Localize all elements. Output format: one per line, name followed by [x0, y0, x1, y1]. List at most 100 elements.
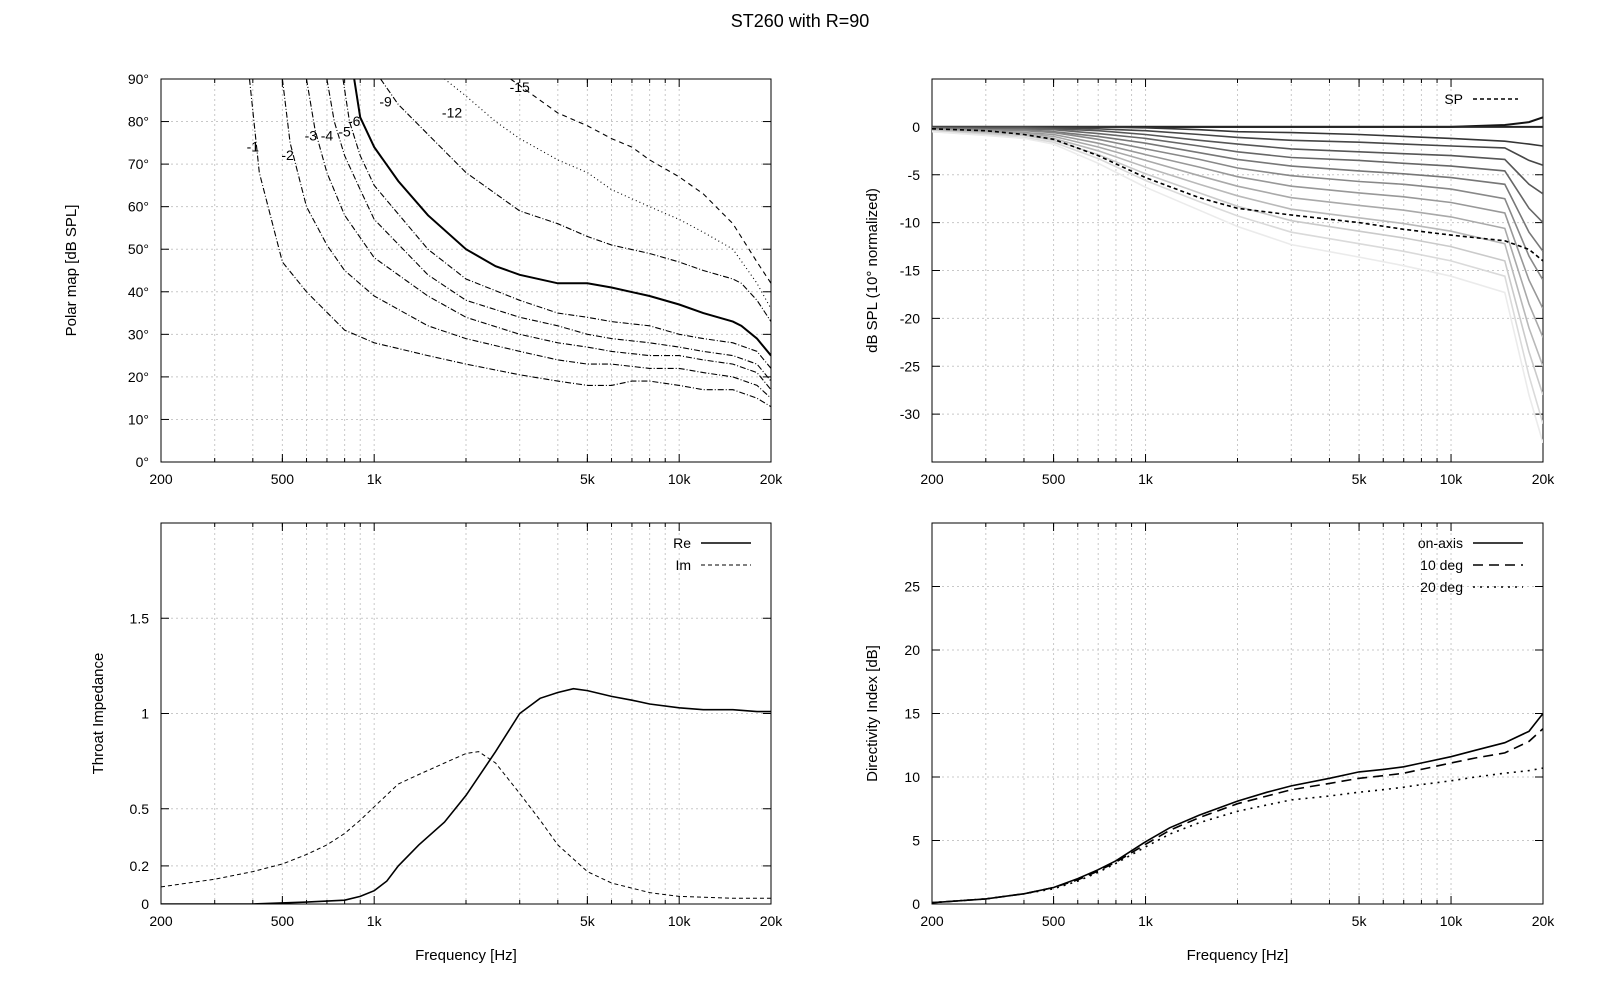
- contour-line: [326, 79, 771, 382]
- contour-label: -15: [510, 79, 530, 95]
- y-tick-label: 5: [912, 833, 920, 849]
- x-tick-label: 1k: [1138, 471, 1154, 487]
- x-tick-label: 500: [271, 471, 295, 487]
- y-tick-label: 0.2: [130, 858, 150, 874]
- contour-label: -6: [348, 113, 361, 129]
- y-tick-label: 15: [904, 706, 920, 722]
- y-axis-label: dB SPL (10° normalized): [864, 188, 881, 353]
- directivity-line: [932, 767, 1543, 904]
- angle-response-line: [932, 130, 1543, 444]
- x-tick-label: 10k: [668, 471, 692, 487]
- x-tick-label: 1k: [367, 913, 383, 929]
- impedance-line: [161, 687, 771, 904]
- figure-title: ST260 with R=90: [731, 11, 870, 31]
- angle-response-line: [932, 129, 1543, 396]
- y-tick-label: 60°: [128, 199, 149, 215]
- x-tick-label: 500: [1042, 913, 1066, 929]
- angle-response-line: [932, 128, 1543, 338]
- x-tick-label: 5k: [580, 913, 596, 929]
- x-tick-label: 200: [920, 913, 944, 929]
- y-tick-label: 50°: [128, 241, 149, 257]
- impedance-line: [161, 751, 771, 899]
- y-tick-label: 80°: [128, 114, 149, 130]
- x-tick-label: 10k: [668, 913, 692, 929]
- contour-line: [248, 79, 771, 408]
- directivity-line: [932, 728, 1543, 904]
- legend-label: on-axis: [1418, 535, 1463, 551]
- angle-response-line: [932, 126, 1543, 166]
- y-tick-label: 0°: [136, 454, 149, 470]
- angle-response-line: [932, 128, 1543, 281]
- x-tick-label: 1k: [1138, 913, 1154, 929]
- x-tick-label: 200: [149, 471, 173, 487]
- y-tick-label: 40°: [128, 284, 149, 300]
- y-tick-label: 70°: [128, 156, 149, 172]
- x-tick-label: 500: [271, 913, 295, 929]
- legend-label: 20 deg: [1420, 579, 1463, 595]
- y-tick-label: -20: [900, 310, 920, 326]
- contour-label: -12: [442, 104, 462, 120]
- x-tick-label: 5k: [1352, 471, 1368, 487]
- contour-line: [281, 79, 771, 399]
- panel-spl: 200 500 1k 5k 10k 20k 0 -5 -10 -15 -20 -25 -30 dB SPL…: [864, 78, 1556, 487]
- y-tick-label: 0: [912, 896, 920, 912]
- angle-response-line: [932, 130, 1543, 424]
- contour-label: -4: [321, 128, 334, 144]
- contour-label: -9: [379, 94, 392, 110]
- x-tick-label: 20k: [760, 913, 784, 929]
- sound-power-line: [932, 128, 1543, 262]
- contour-line: [353, 79, 771, 357]
- y-tick-label: 0.5: [130, 801, 150, 817]
- plots-group: 200 500 1k 5k 10k 20k0°10°20°30°40°50°60°70°8…: [63, 71, 1555, 964]
- y-tick-label: 10: [904, 769, 920, 785]
- y-tick-label: 90°: [128, 71, 149, 87]
- panel-polar: 200 500 1k 5k 10k 20k 0° 10° 20° 30° 40° 50° 60° 70° 8…: [63, 71, 783, 487]
- y-tick-label: 1: [141, 706, 149, 722]
- legend-label: Re: [673, 535, 691, 551]
- y-axis-label: Throat Impedance: [90, 653, 107, 775]
- y-tick-label: -25: [900, 358, 920, 374]
- x-tick-label: 20k: [1532, 471, 1556, 487]
- contour-line: [444, 79, 771, 310]
- x-tick-label: 200: [149, 913, 173, 929]
- y-tick-label: 25: [904, 579, 920, 595]
- y-tick-label: 0: [912, 119, 920, 135]
- angle-response-line: [932, 128, 1543, 252]
- x-tick-label: 20k: [1532, 913, 1556, 929]
- x-tick-label: 5k: [1352, 913, 1368, 929]
- angle-response-line: [932, 127, 1543, 224]
- y-tick-label: -5: [908, 167, 921, 183]
- x-tick-label: 500: [1042, 471, 1066, 487]
- panel-impedance: 200 500 1k 5k 10k 20k 0 0.2 0.5 1 1.5 Throat Impeda…: [90, 522, 784, 964]
- y-tick-label: -15: [900, 263, 920, 279]
- y-tick-label: -10: [900, 215, 920, 231]
- contour-label: -3: [305, 128, 318, 144]
- contour-line: [380, 79, 771, 322]
- panel-directivity: 200 500 1k 5k 10k 20k 0 5 10 15 20 25 Directivity In…: [864, 522, 1556, 964]
- contour-label: -5: [338, 123, 351, 139]
- contour-line: [305, 79, 771, 391]
- y-tick-label: 20°: [128, 369, 149, 385]
- x-tick-label: 10k: [1440, 471, 1464, 487]
- angle-response-line: [932, 127, 1543, 195]
- y-tick-label: 0: [141, 896, 149, 912]
- y-axis-label: Polar map [dB SPL]: [63, 205, 80, 337]
- contour-line: [342, 79, 771, 369]
- y-tick-label: -30: [900, 406, 920, 422]
- y-tick-label: 30°: [128, 326, 149, 342]
- x-tick-label: 10k: [1440, 913, 1464, 929]
- x-axis-label: Frequency [Hz]: [415, 947, 517, 964]
- x-tick-label: 200: [920, 471, 944, 487]
- x-tick-label: 20k: [760, 471, 784, 487]
- contour-label: -1: [247, 138, 260, 154]
- y-axis-label: Directivity Index [dB]: [864, 645, 881, 782]
- legend-label: 10 deg: [1420, 557, 1463, 573]
- legend-label: Im: [675, 557, 691, 573]
- y-tick-label: 20: [904, 642, 920, 658]
- x-tick-label: 5k: [580, 471, 596, 487]
- angle-response-line: [932, 128, 1543, 310]
- legend-label: SP: [1444, 91, 1463, 107]
- x-tick-label: 1k: [367, 471, 383, 487]
- x-axis-label: Frequency [Hz]: [1187, 947, 1289, 964]
